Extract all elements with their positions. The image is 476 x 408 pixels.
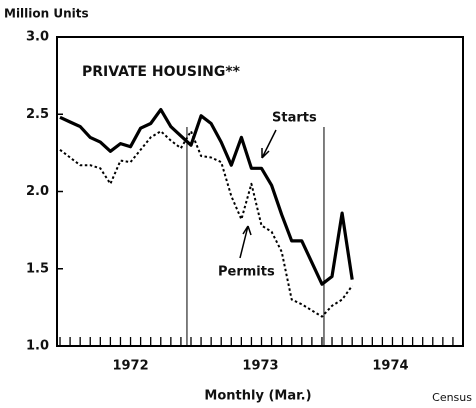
arrow <box>239 225 252 259</box>
y-tick-label: 3.0 <box>26 30 49 45</box>
source: Census <box>432 391 472 404</box>
chart-title: PRIVATE HOUSING** <box>82 64 241 80</box>
x-tick-label: 1972 <box>112 359 148 374</box>
y-tick-label: 1.5 <box>26 261 49 276</box>
y-axis-label: Million Units <box>4 7 89 21</box>
series-line <box>59 108 354 286</box>
y-tick-label: 1.0 <box>26 339 49 354</box>
series-line <box>59 130 354 318</box>
plot-frame <box>56 36 464 347</box>
x-tick-label: 1974 <box>372 359 408 374</box>
x-axis-label: Monthly (Mar.) <box>204 389 311 404</box>
legend-label: Permits <box>218 265 275 280</box>
arrow <box>261 129 277 159</box>
y-tick-label: 2.5 <box>26 107 49 122</box>
y-tick-label: 2.0 <box>26 184 49 199</box>
x-tick-label: 1973 <box>242 359 278 374</box>
legend-label: Starts <box>272 111 317 126</box>
